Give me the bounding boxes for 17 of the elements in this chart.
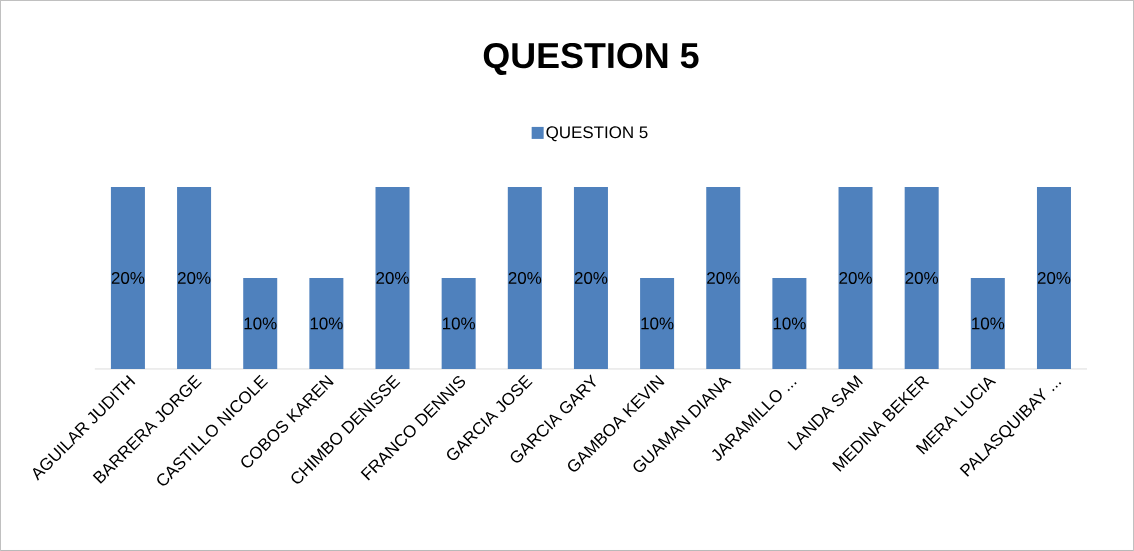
data-label: 10% xyxy=(641,317,674,330)
data-label: 10% xyxy=(773,317,806,330)
chart-title: QUESTION 5 xyxy=(483,42,699,76)
data-label: 20% xyxy=(111,271,145,284)
data-label: 20% xyxy=(707,271,740,284)
data-label: 20% xyxy=(1037,271,1071,284)
data-label: 20% xyxy=(177,271,211,284)
data-label: 20% xyxy=(574,271,608,284)
data-label: 10% xyxy=(310,317,343,330)
data-label: 10% xyxy=(972,317,1005,330)
data-label: 20% xyxy=(376,271,409,284)
legend-label: QUESTION 5 xyxy=(546,126,648,142)
data-label: 10% xyxy=(244,317,277,330)
data-label: 10% xyxy=(443,317,475,330)
data-label: 20% xyxy=(905,271,939,284)
data-label: 20% xyxy=(508,271,542,284)
data-label: 20% xyxy=(839,271,872,284)
